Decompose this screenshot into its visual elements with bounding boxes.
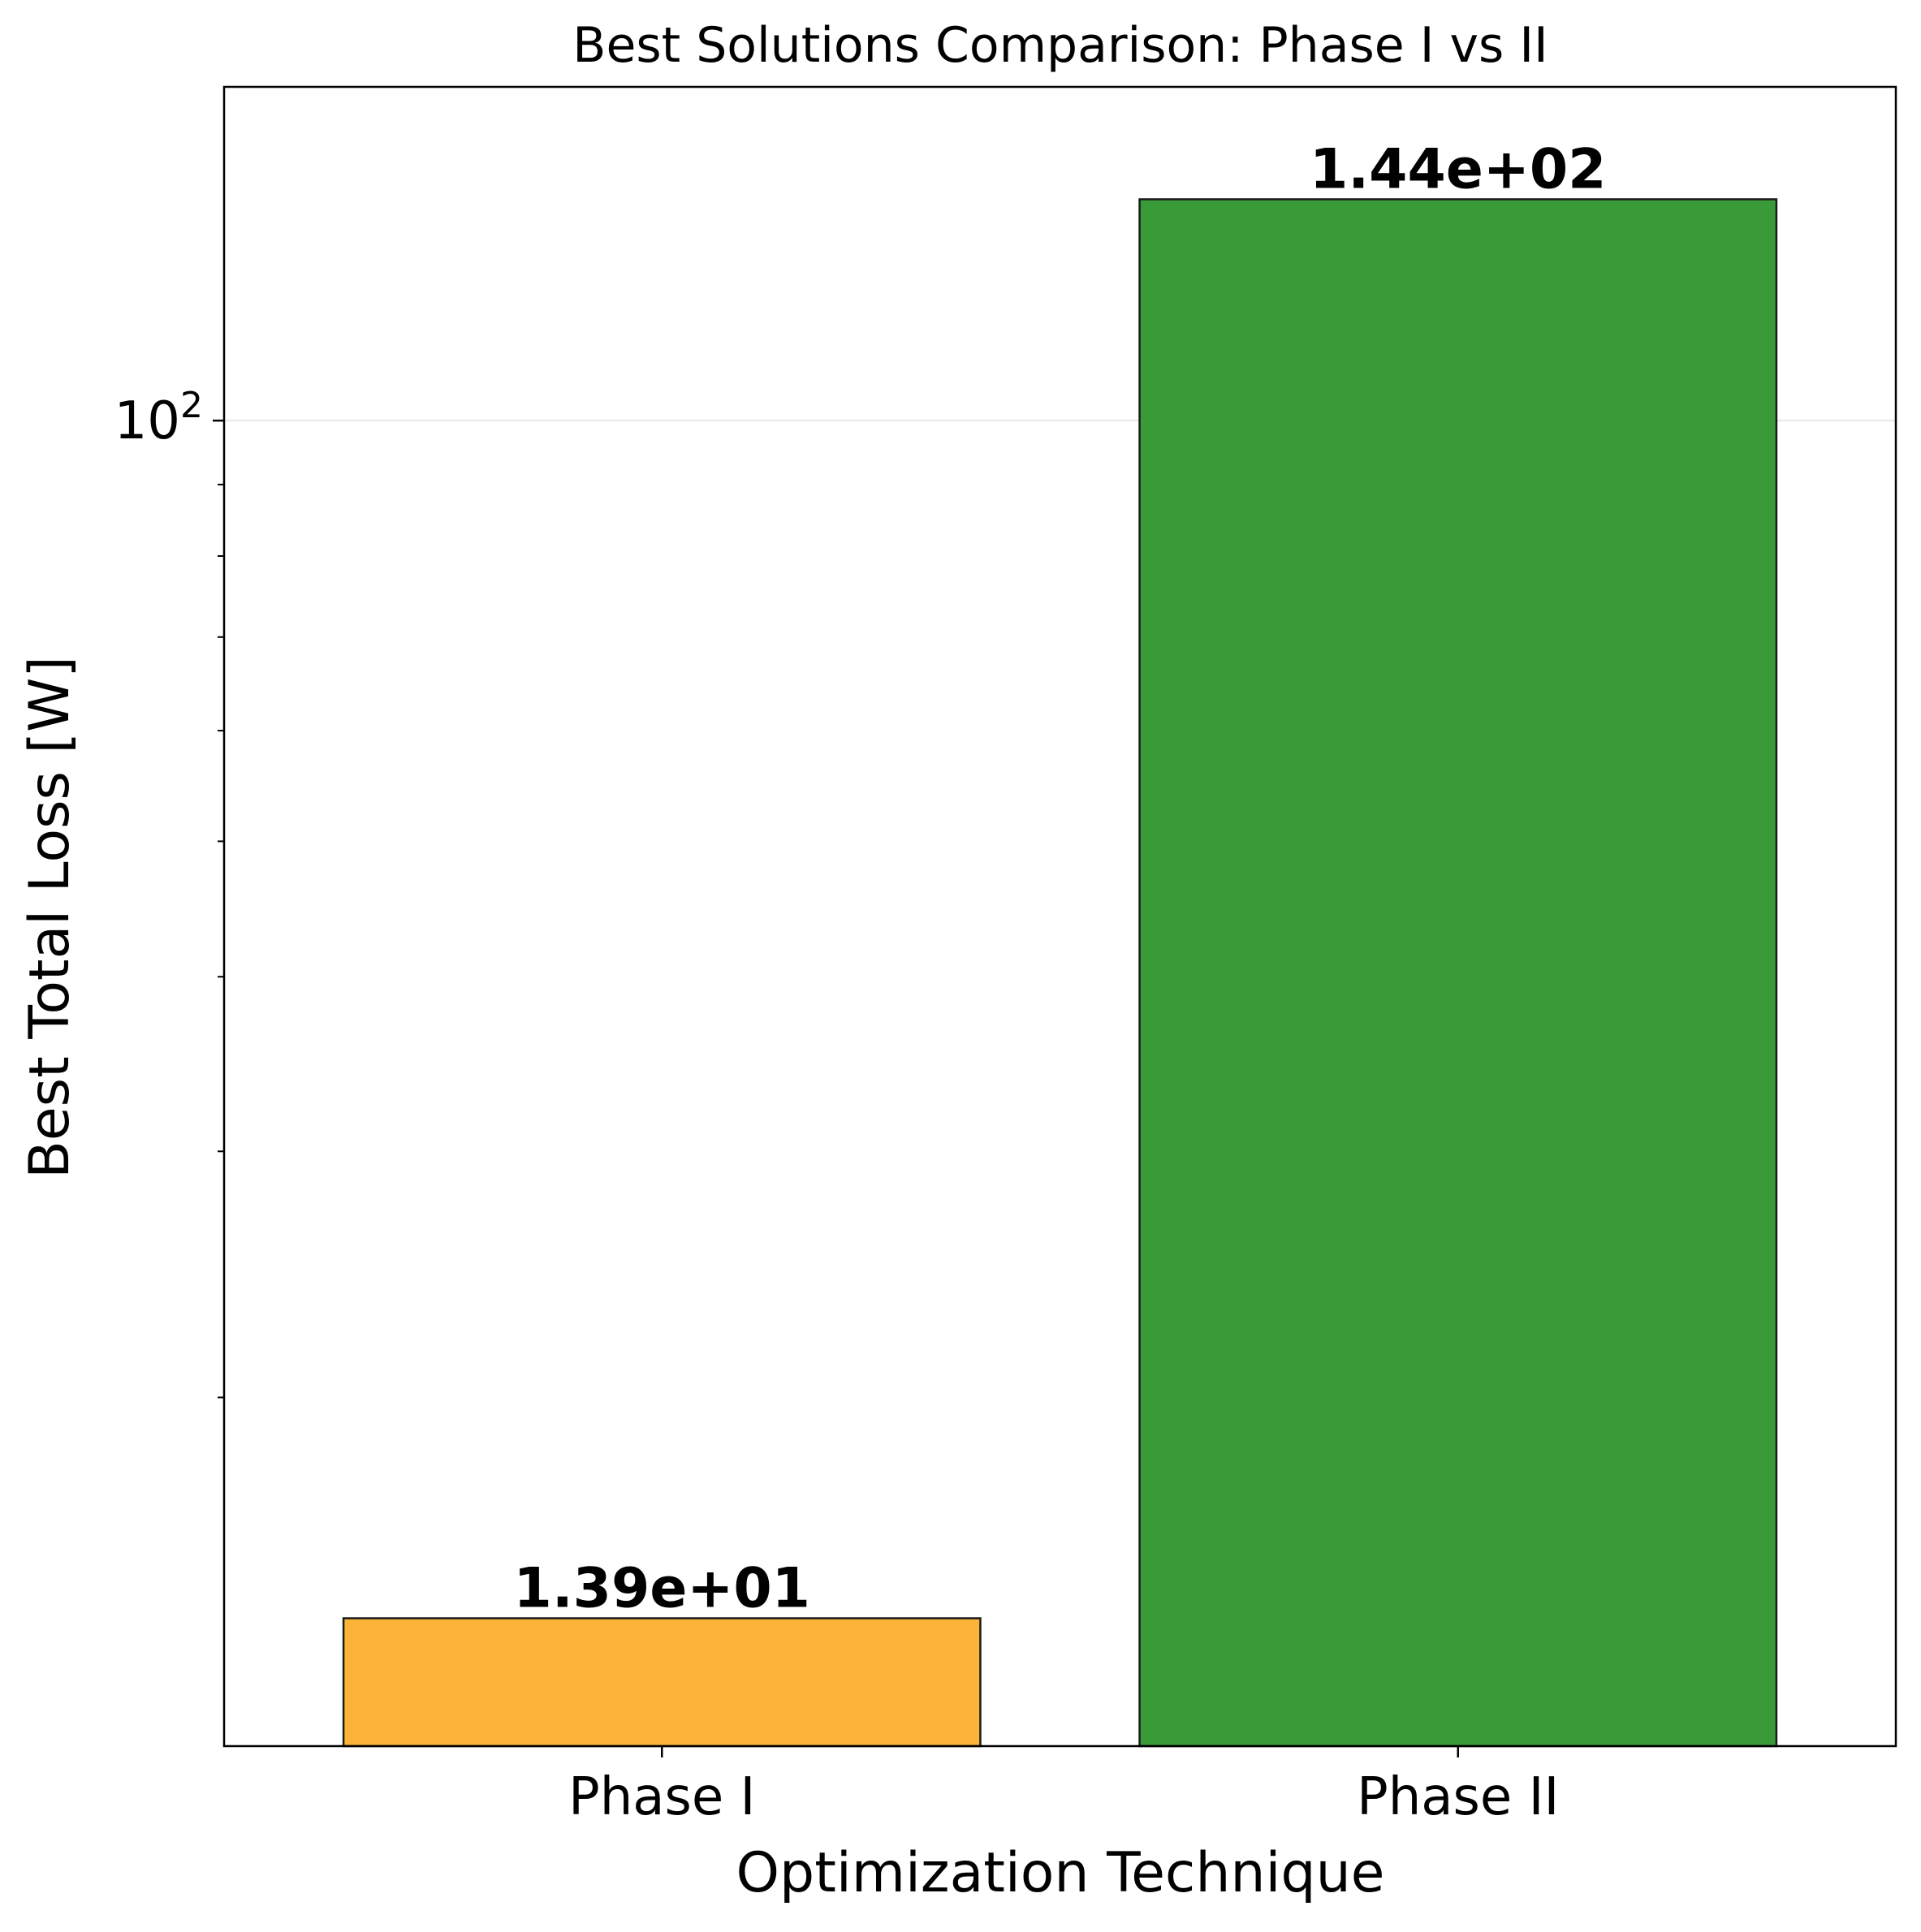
data-label-0: 1.39e+01: [514, 1557, 811, 1621]
bar-phase-i: [342, 1617, 982, 1748]
y-axis-label: Best Total Loss [W]: [18, 656, 82, 1179]
data-label-1: 1.44e+02: [1310, 137, 1607, 201]
x-tick-label-1: Phase II: [1357, 1767, 1559, 1827]
data-labels: 1.39e+01 1.44e+02: [514, 137, 1607, 1620]
chart-title: Best Solutions Comparison: Phase I vs II: [572, 17, 1548, 74]
bar-phase-ii: [1138, 198, 1778, 1748]
x-axis-label: Optimization Technique: [736, 1841, 1385, 1905]
x-axis: Phase I Phase II: [568, 1746, 1559, 1827]
bars: [342, 198, 1778, 1748]
plot-frame: [222, 85, 1897, 1748]
y-tick-label-0: 102: [114, 385, 203, 451]
y-axis: 102: [114, 385, 224, 1399]
x-tick-label-0: Phase I: [568, 1767, 755, 1827]
